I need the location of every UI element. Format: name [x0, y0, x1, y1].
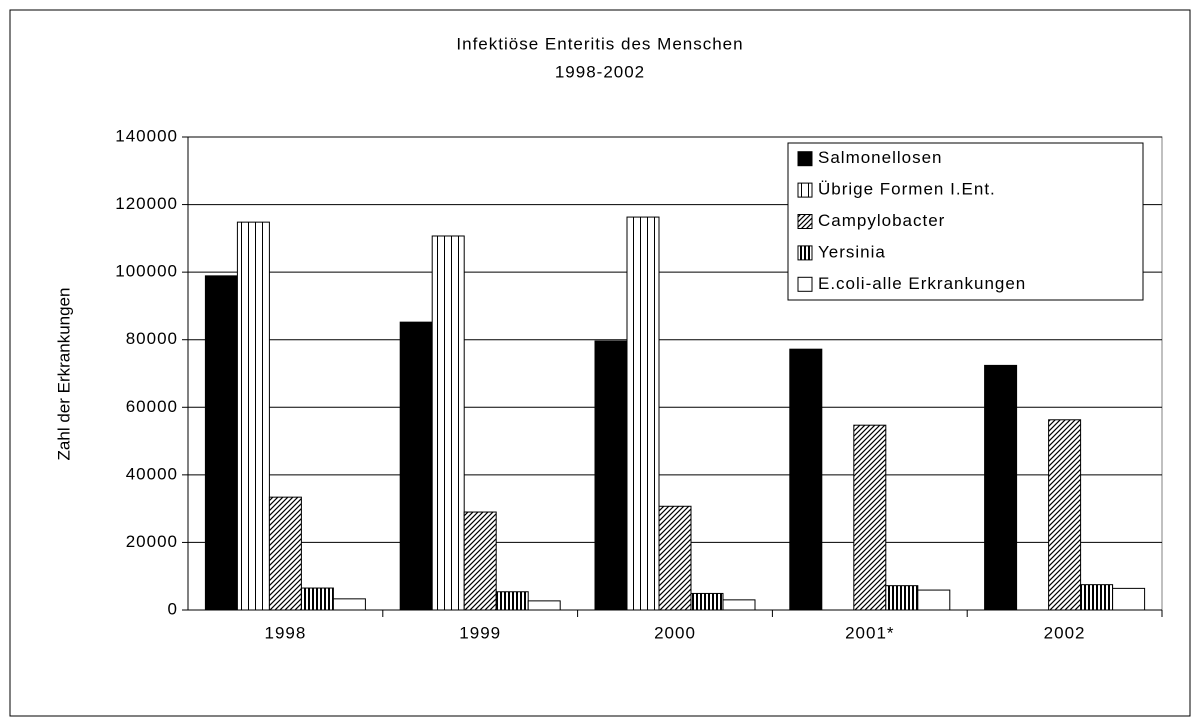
bar	[495, 591, 529, 611]
x-tick-label: 1999	[459, 623, 501, 642]
y-tick-label: 20000	[126, 532, 178, 551]
bar	[399, 321, 433, 611]
chart-subtitle: 1998-2002	[555, 62, 645, 81]
bar	[431, 235, 465, 611]
y-axis-label: Zahl der Erkrankungen	[54, 288, 73, 461]
bar	[236, 221, 270, 611]
legend-label: E.coli-alle Erkrankungen	[818, 274, 1026, 293]
bar	[690, 592, 724, 611]
x-tick-label: 2001*	[845, 623, 894, 642]
y-tick-label: 40000	[126, 464, 178, 483]
x-tick-label: 2000	[654, 623, 696, 642]
legend-label: Campylobacter	[818, 211, 945, 230]
bar	[332, 598, 366, 611]
bar	[268, 496, 302, 611]
legend-swatch	[797, 276, 813, 292]
bar	[527, 600, 561, 611]
bar	[1048, 419, 1082, 611]
bar	[594, 340, 628, 611]
bar	[853, 424, 887, 611]
chart-title: Infektiöse Enteritis des Menschen	[456, 34, 743, 53]
legend-swatch	[797, 182, 813, 198]
bar	[1112, 587, 1146, 611]
bar	[626, 216, 660, 611]
bar	[917, 589, 951, 611]
bar	[204, 275, 238, 611]
legend-swatch	[797, 245, 813, 261]
legend-label: Übrige Formen I.Ent.	[818, 180, 996, 199]
y-tick-label: 140000	[115, 126, 178, 145]
legend-label: Salmonellosen	[818, 148, 943, 167]
legend-swatch	[797, 151, 813, 167]
bar	[885, 585, 919, 611]
legend-swatch	[797, 214, 813, 229]
bar	[984, 364, 1018, 611]
legend-label: Yersinia	[818, 242, 886, 261]
bar	[658, 505, 692, 611]
x-tick-label: 1998	[264, 623, 306, 642]
bar	[1080, 584, 1114, 611]
y-tick-label: 0	[168, 599, 178, 618]
bar	[463, 511, 497, 611]
bar	[300, 587, 334, 611]
y-tick-label: 80000	[126, 329, 178, 348]
y-tick-label: 60000	[126, 397, 178, 416]
y-tick-label: 100000	[115, 262, 178, 281]
x-tick-label: 2002	[1044, 623, 1086, 642]
bar	[789, 348, 823, 611]
y-tick-label: 120000	[115, 194, 178, 213]
legend-box	[787, 142, 1144, 301]
legend: Salmonellosen Übrige Formen I.Ent. Campylo…	[787, 142, 1144, 301]
bar	[722, 599, 756, 611]
